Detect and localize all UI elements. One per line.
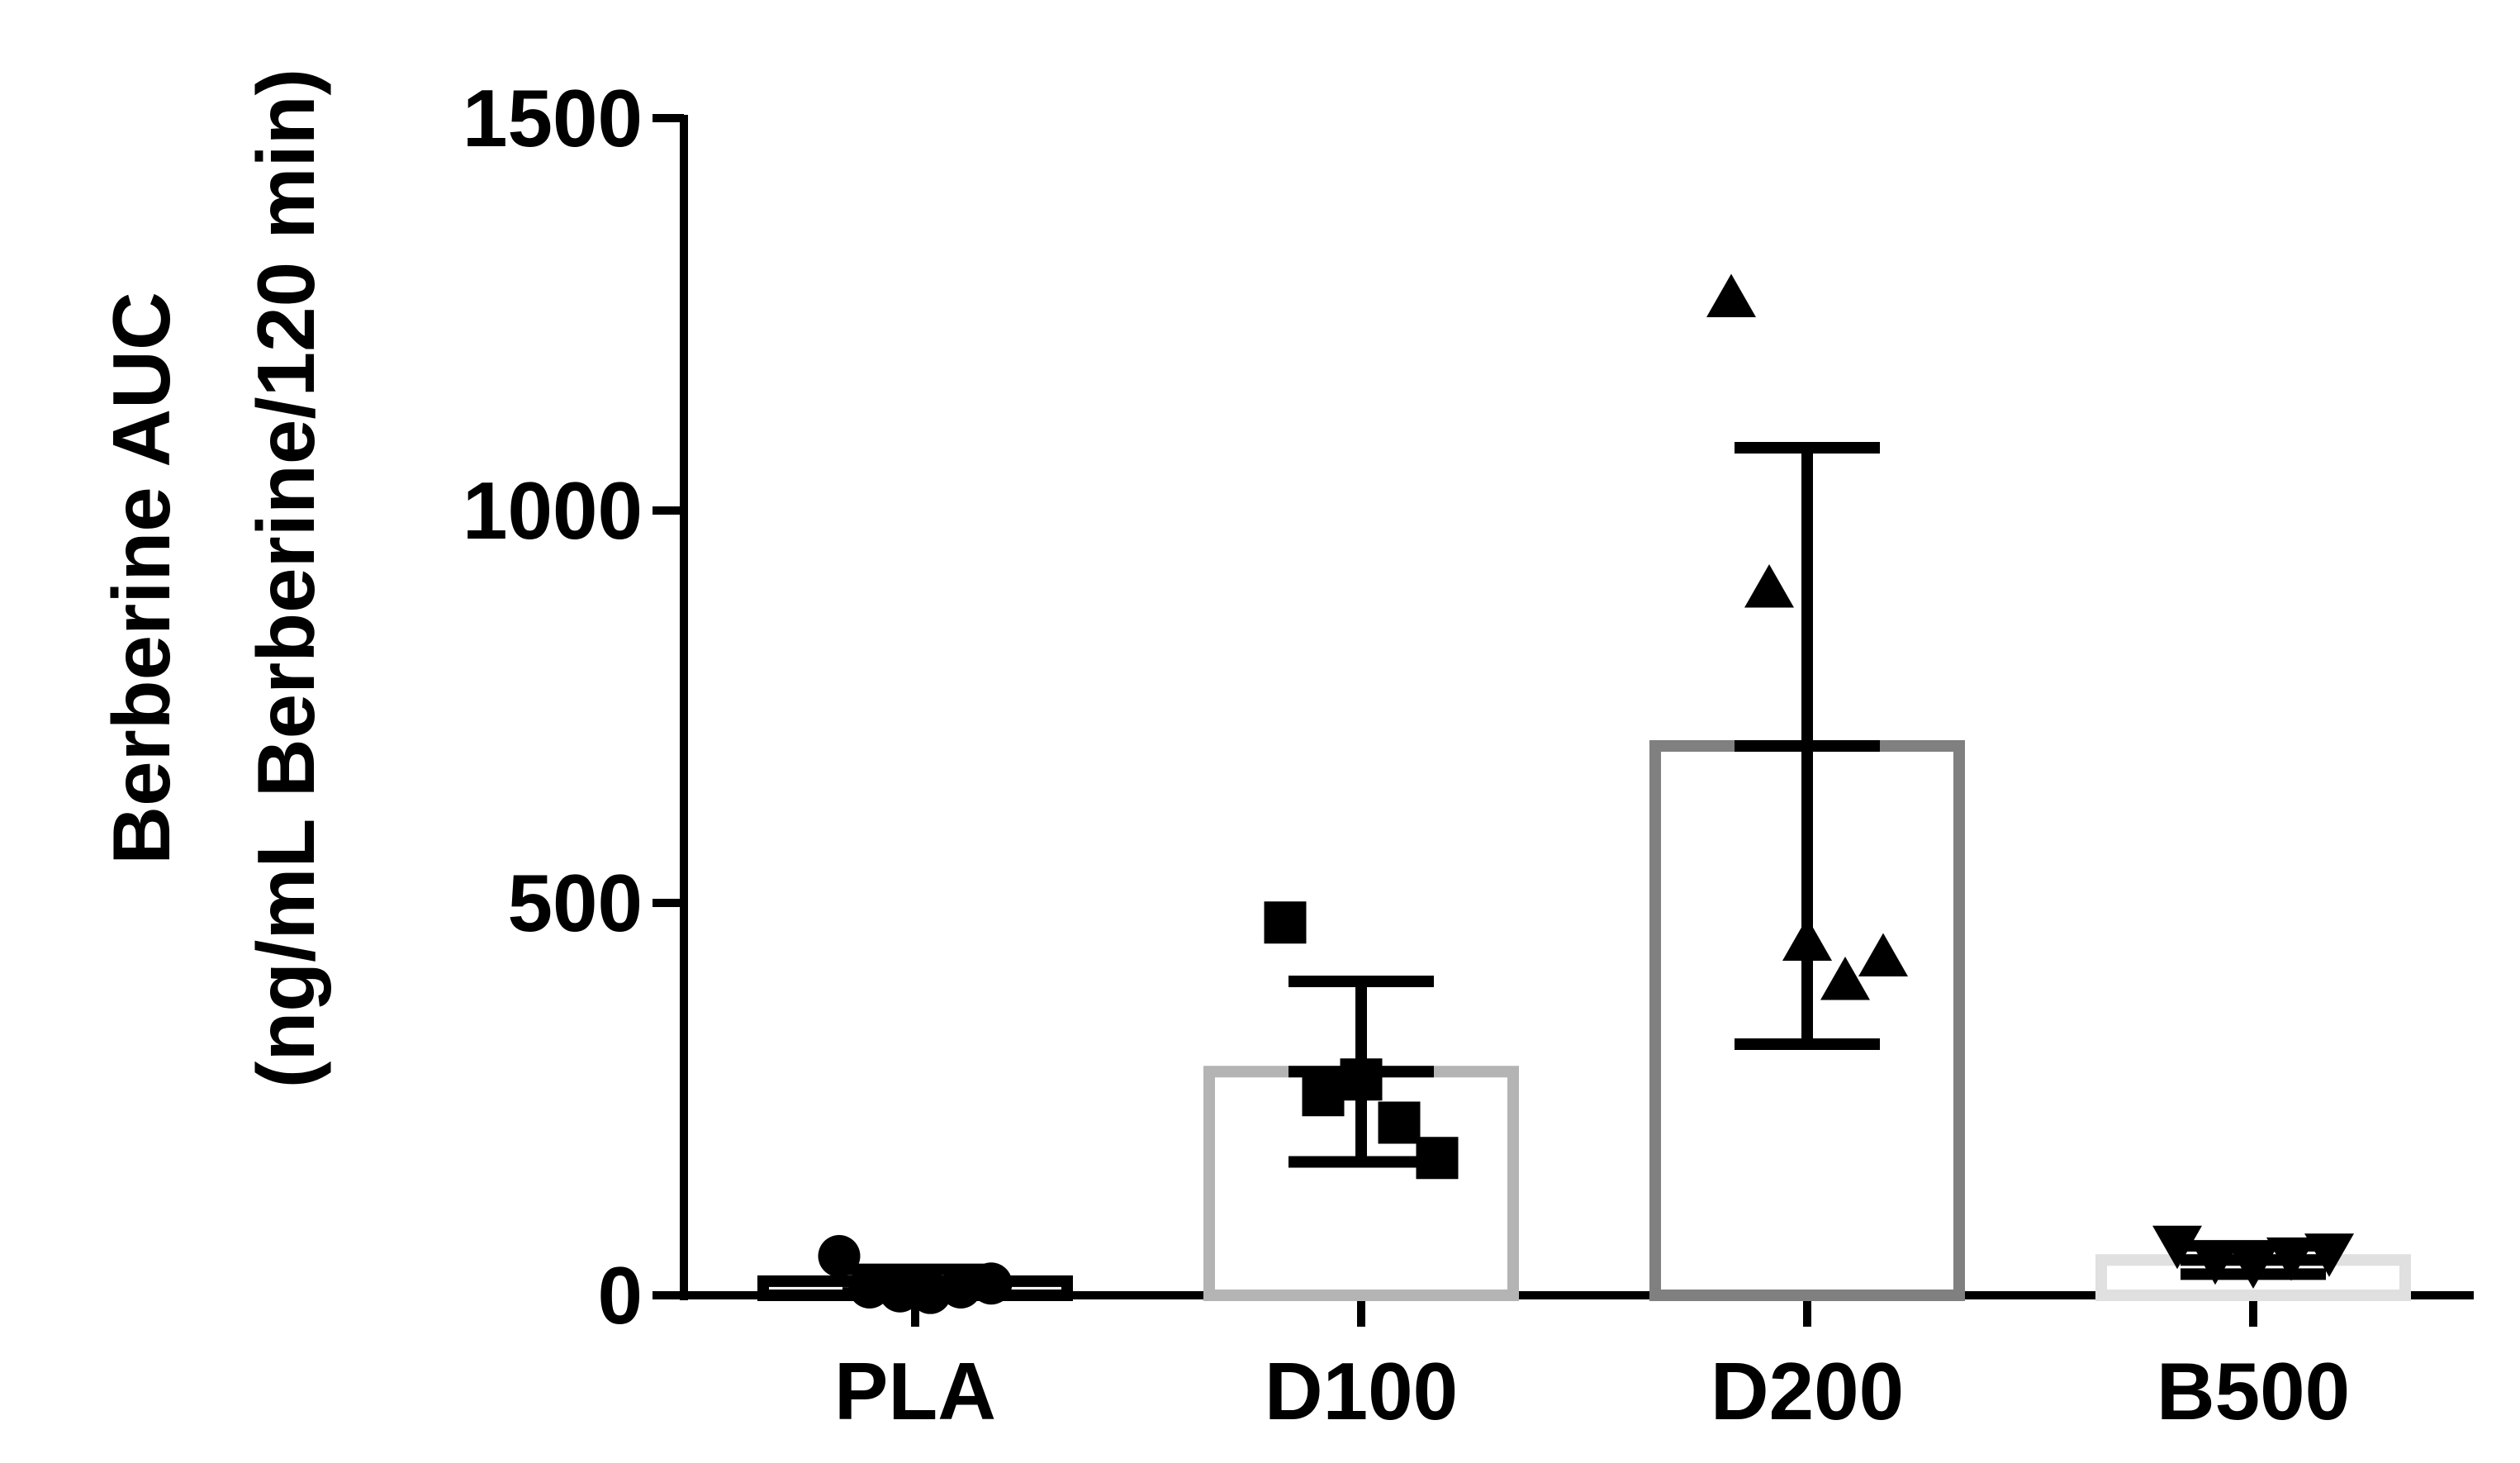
data-point: [1264, 901, 1307, 944]
data-point: [1744, 564, 1794, 608]
y-tick-label: 500: [507, 857, 643, 948]
x-tick-label: D100: [1265, 1346, 1458, 1437]
data-point: [1858, 933, 1908, 976]
y-axis-label-line1: Berberine AUC: [96, 292, 187, 864]
y-tick-label: 0: [597, 1250, 643, 1341]
x-tick-label: B500: [2157, 1346, 2350, 1437]
error-bars: [842, 442, 2326, 1299]
y-axis: 0 500 1000 1500: [463, 73, 688, 1341]
data-point: [2152, 1225, 2202, 1270]
data-point: [1820, 957, 1870, 1000]
y-axis-label: Berberine AUC (ng/mL Berberine/120 min): [96, 69, 331, 1088]
y-axis-label-line2: (ng/mL Berberine/120 min): [240, 69, 331, 1088]
y-tick-label: 1000: [463, 465, 643, 556]
data-points: [818, 273, 2354, 1314]
x-tick-label: D200: [1711, 1346, 1904, 1437]
data-point: [1378, 1101, 1421, 1144]
x-axis: PLA D100 D200 B500: [680, 1291, 2474, 1437]
y-tick-label: 1500: [463, 73, 643, 164]
data-point: [1302, 1074, 1345, 1117]
x-tick-label: PLA: [834, 1346, 996, 1437]
data-point: [1706, 273, 1756, 317]
bars: [757, 740, 2411, 1302]
